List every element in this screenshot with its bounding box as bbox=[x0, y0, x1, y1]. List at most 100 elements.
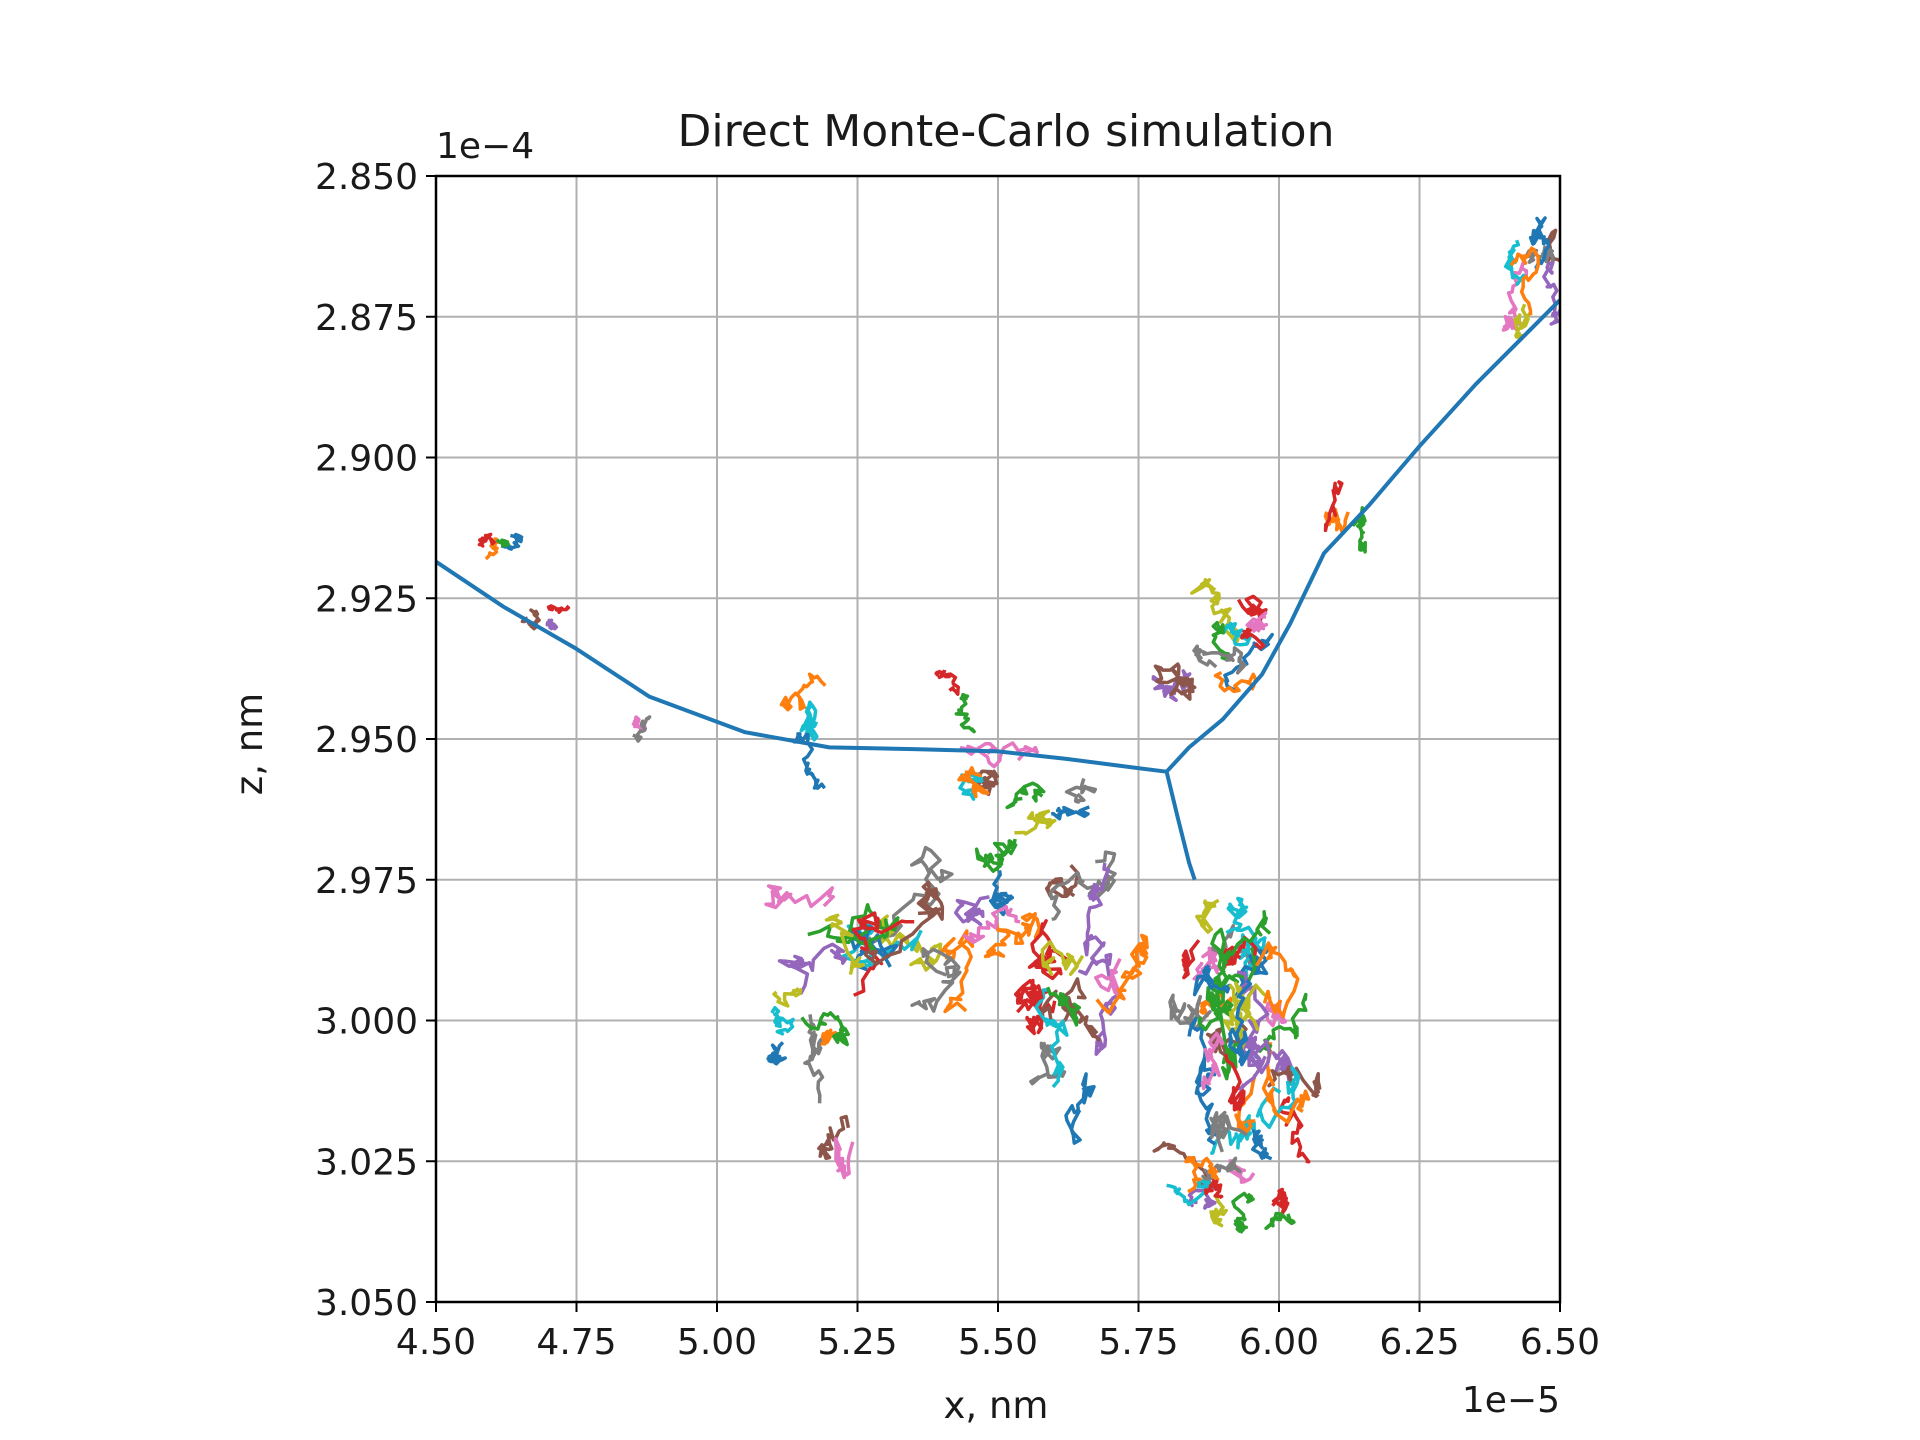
walk-track bbox=[477, 532, 497, 548]
walk-track bbox=[1187, 1017, 1219, 1146]
walk-track bbox=[1251, 1129, 1273, 1161]
walk-track bbox=[1195, 898, 1220, 934]
walk-track bbox=[988, 870, 1015, 917]
walk-track bbox=[1064, 777, 1098, 804]
walk-track bbox=[1034, 988, 1069, 1089]
walk-track bbox=[1184, 1155, 1220, 1194]
walk-track bbox=[1050, 805, 1090, 821]
y-tick-label: 3.025 bbox=[315, 1142, 418, 1183]
x-axis-ticks: 4.50 4.75 5.00 5.25 5.50 5.75 6.00 6.25 6.50 bbox=[396, 1302, 1600, 1363]
walk-track bbox=[820, 1028, 838, 1046]
walk-track bbox=[1236, 594, 1268, 650]
walk-track bbox=[1209, 1110, 1248, 1153]
grid bbox=[435, 175, 1561, 1303]
walk-track bbox=[1238, 1035, 1272, 1091]
y-axis-label: z, nm bbox=[228, 693, 271, 795]
walk-track bbox=[1005, 781, 1046, 810]
walk-track bbox=[1271, 1048, 1295, 1086]
walk-track bbox=[1215, 621, 1252, 647]
random-walk-paths bbox=[477, 216, 1560, 1234]
walk-track bbox=[1209, 1194, 1228, 1228]
main-track-line bbox=[1165, 298, 1560, 774]
walk-track bbox=[546, 604, 571, 615]
walk-track bbox=[959, 741, 1039, 769]
walk-track bbox=[974, 838, 1018, 873]
x-tick-label: 6.00 bbox=[1239, 1322, 1319, 1363]
y-tick-label: 2.975 bbox=[315, 861, 418, 902]
main-track-series bbox=[436, 298, 1560, 881]
walk-track bbox=[631, 715, 647, 733]
walk-track bbox=[1181, 939, 1201, 980]
walk-track bbox=[849, 924, 899, 972]
walk-track bbox=[1528, 216, 1551, 270]
walk-track bbox=[953, 895, 990, 927]
walk-track bbox=[1263, 999, 1287, 1028]
walk-track bbox=[1016, 989, 1057, 1036]
walk-track bbox=[817, 1114, 851, 1161]
walk-track bbox=[1040, 977, 1101, 1042]
x-axis-offset-label: 1e−5 bbox=[1462, 1380, 1560, 1421]
y-tick-label: 2.850 bbox=[315, 157, 418, 198]
walk-track bbox=[1014, 809, 1057, 836]
walk-track bbox=[940, 929, 975, 1014]
walk-track bbox=[1225, 896, 1249, 935]
main-track-line bbox=[436, 560, 1167, 774]
x-tick-label: 5.25 bbox=[817, 1322, 897, 1363]
walk-track bbox=[1509, 246, 1540, 316]
walk-track bbox=[910, 947, 962, 1013]
walk-track bbox=[1064, 1072, 1096, 1145]
y-axis-ticks: 2.850 2.875 2.900 2.925 2.950 2.975 3.000 3.025… bbox=[315, 157, 436, 1324]
x-tick-label: 4.50 bbox=[396, 1322, 476, 1363]
walk-track bbox=[1223, 632, 1274, 692]
walk-track bbox=[799, 700, 819, 742]
x-tick-label: 5.75 bbox=[1098, 1322, 1178, 1363]
walk-track bbox=[496, 538, 511, 548]
x-axis-label: x, nm bbox=[944, 1384, 1049, 1427]
walk-track bbox=[1200, 1031, 1225, 1091]
walk-track bbox=[1192, 946, 1222, 981]
walk-track bbox=[1094, 957, 1123, 999]
walk-track bbox=[1255, 1066, 1301, 1130]
walk-track bbox=[800, 1011, 850, 1047]
walk-track bbox=[1264, 1211, 1296, 1231]
x-tick-label: 6.50 bbox=[1520, 1322, 1600, 1363]
x-tick-label: 5.00 bbox=[677, 1322, 757, 1363]
walk-track bbox=[1078, 952, 1120, 1056]
x-tick-label: 5.50 bbox=[958, 1322, 1038, 1363]
walk-track bbox=[1044, 864, 1080, 899]
walk-track bbox=[1045, 986, 1082, 1027]
walk-track bbox=[1192, 964, 1232, 997]
walk-track bbox=[1228, 978, 1259, 1067]
walk-track bbox=[779, 672, 827, 712]
walk-track bbox=[983, 912, 1045, 959]
walk-track bbox=[833, 1136, 855, 1180]
walk-track bbox=[824, 913, 866, 976]
y-tick-label: 2.900 bbox=[315, 439, 418, 480]
walk-track bbox=[1083, 862, 1111, 966]
walk-track bbox=[1231, 1191, 1255, 1234]
walk-track bbox=[1261, 1041, 1311, 1124]
walk-track bbox=[1197, 1009, 1242, 1081]
walk-track bbox=[1192, 644, 1247, 675]
walk-track bbox=[500, 532, 524, 551]
walk-track bbox=[934, 669, 961, 696]
walk-track bbox=[1095, 933, 1149, 1015]
walk-track bbox=[954, 693, 976, 734]
y-tick-label: 3.000 bbox=[315, 1002, 418, 1043]
walk-track bbox=[1166, 1177, 1213, 1207]
walk-track bbox=[1040, 940, 1085, 976]
chart-title: Direct Monte-Carlo simulation bbox=[678, 106, 1335, 157]
walk-track bbox=[1205, 947, 1257, 1022]
walk-track bbox=[777, 942, 848, 995]
y-tick-label: 3.050 bbox=[315, 1283, 418, 1324]
y-tick-label: 2.925 bbox=[315, 579, 418, 620]
walk-track bbox=[772, 987, 803, 1008]
walk-track bbox=[764, 884, 835, 910]
walk-track bbox=[1271, 1187, 1290, 1216]
walk-track bbox=[1255, 941, 1300, 1019]
walk-track bbox=[632, 715, 652, 743]
walk-track bbox=[803, 1014, 825, 1104]
main-track-line bbox=[1164, 771, 1197, 881]
walk-track bbox=[851, 911, 915, 997]
walk-track bbox=[1235, 970, 1270, 1068]
